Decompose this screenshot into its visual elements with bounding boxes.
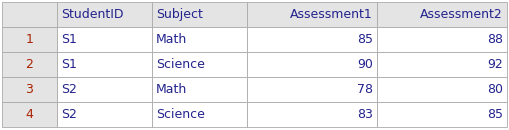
Text: 78: 78 [356, 83, 372, 96]
Bar [376, 77, 506, 102]
Text: Science: Science [156, 58, 205, 71]
Bar [2, 2, 57, 27]
Text: Math: Math [156, 83, 187, 96]
Bar [57, 77, 152, 102]
Bar [376, 2, 506, 27]
Text: 2: 2 [25, 58, 34, 71]
Bar [2, 102, 57, 127]
Bar [152, 2, 246, 27]
Bar [246, 2, 376, 27]
Bar [376, 52, 506, 77]
Bar [2, 27, 57, 52]
Text: 90: 90 [356, 58, 372, 71]
Text: 80: 80 [486, 83, 502, 96]
Text: 3: 3 [25, 83, 34, 96]
Bar [57, 2, 152, 27]
Text: Subject: Subject [156, 8, 203, 21]
Text: 85: 85 [356, 33, 372, 46]
Text: StudentID: StudentID [61, 8, 123, 21]
Text: S1: S1 [61, 58, 77, 71]
Text: 1: 1 [25, 33, 34, 46]
Text: 92: 92 [486, 58, 502, 71]
Bar [57, 27, 152, 52]
Text: S2: S2 [61, 83, 77, 96]
Bar [152, 77, 246, 102]
Bar [376, 102, 506, 127]
Bar [2, 77, 57, 102]
Text: 85: 85 [486, 108, 502, 121]
Text: 83: 83 [356, 108, 372, 121]
Bar [152, 102, 246, 127]
Bar [57, 52, 152, 77]
Text: Science: Science [156, 108, 205, 121]
Bar [152, 52, 246, 77]
Bar [246, 52, 376, 77]
Text: S1: S1 [61, 33, 77, 46]
Text: Math: Math [156, 33, 187, 46]
Bar [246, 27, 376, 52]
Bar [57, 102, 152, 127]
Text: S2: S2 [61, 108, 77, 121]
Text: Assessment1: Assessment1 [290, 8, 372, 21]
Bar [152, 27, 246, 52]
Bar [246, 77, 376, 102]
Bar [376, 27, 506, 52]
Bar [246, 102, 376, 127]
Bar [2, 52, 57, 77]
Text: 88: 88 [486, 33, 502, 46]
Text: Assessment2: Assessment2 [419, 8, 502, 21]
Text: 4: 4 [25, 108, 34, 121]
